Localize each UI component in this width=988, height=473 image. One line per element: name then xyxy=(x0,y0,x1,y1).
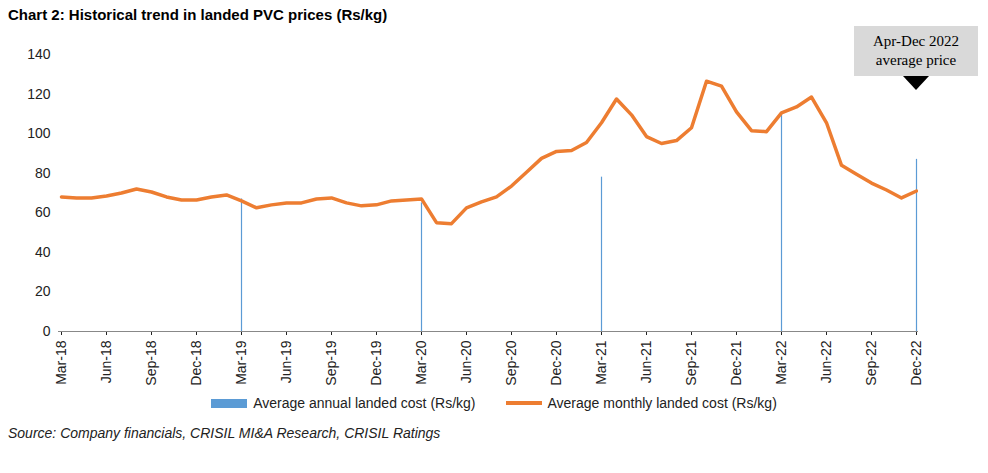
svg-text:40: 40 xyxy=(35,244,51,260)
svg-text:Mar-22: Mar-22 xyxy=(773,340,789,385)
svg-text:Mar-20: Mar-20 xyxy=(413,340,429,385)
svg-text:Jun-22: Jun-22 xyxy=(818,340,834,383)
html-text:Chart 2: Historical trend in l: Chart 2: Historical trend in landed PVC … xyxy=(8,6,388,23)
svg-text:60: 60 xyxy=(35,204,51,220)
html-text:Source: Company financials, CR: Source: Company financials, CRISIL MI&A … xyxy=(8,425,441,441)
svg-text:Dec-19: Dec-19 xyxy=(368,340,384,385)
svg-text:Mar-18: Mar-18 xyxy=(53,340,69,385)
svg-text:20: 20 xyxy=(35,283,51,299)
svg-text:Jun-20: Jun-20 xyxy=(458,340,474,383)
svg-text:Mar-21: Mar-21 xyxy=(593,340,609,385)
svg-text:80: 80 xyxy=(35,165,51,181)
html-text:Apr-Dec 2022 average price: Apr-Dec 2022 average price xyxy=(873,33,959,68)
html-text:Average annual landed cost (Rs: Average annual landed cost (Rs/kg) xyxy=(253,395,476,411)
svg-text:Sep-18: Sep-18 xyxy=(143,340,159,385)
svg-text:Dec-22: Dec-22 xyxy=(908,340,924,385)
svg-text:Jun-21: Jun-21 xyxy=(638,340,654,383)
svg-text:0: 0 xyxy=(43,323,51,339)
svg-text:Mar-19: Mar-19 xyxy=(233,340,249,385)
svg-text:Dec-20: Dec-20 xyxy=(548,340,564,385)
svg-text:Jun-19: Jun-19 xyxy=(278,340,294,383)
svg-text:Sep-21: Sep-21 xyxy=(683,340,699,385)
svg-text:Sep-22: Sep-22 xyxy=(863,340,879,385)
svg-text:Dec-21: Dec-21 xyxy=(728,340,744,385)
svg-text:120: 120 xyxy=(27,86,51,102)
svg-text:Sep-20: Sep-20 xyxy=(503,340,519,385)
svg-text:Jun-18: Jun-18 xyxy=(98,340,114,383)
svg-text:Sep-19: Sep-19 xyxy=(323,340,339,385)
html-text:Average monthly landed cost (R: Average monthly landed cost (Rs/kg) xyxy=(547,395,777,411)
svg-text:140: 140 xyxy=(27,46,51,62)
svg-text:100: 100 xyxy=(27,125,51,141)
svg-text:Dec-18: Dec-18 xyxy=(188,340,204,385)
